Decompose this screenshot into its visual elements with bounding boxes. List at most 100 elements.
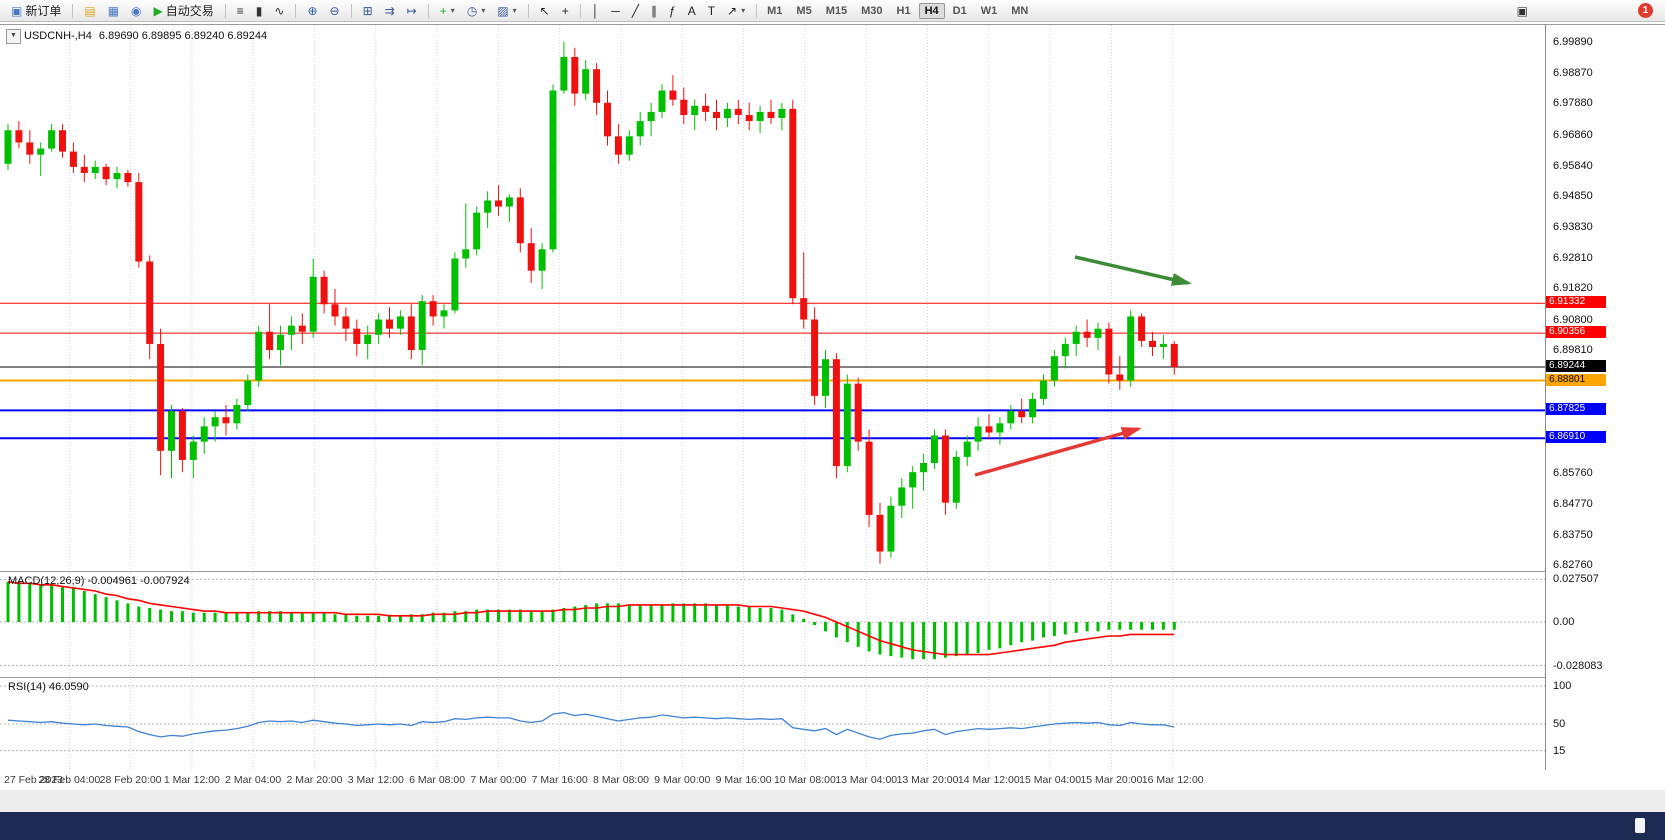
main-gridlines <box>68 25 1174 570</box>
rsi-scale-label: 50 <box>1553 718 1566 730</box>
timeframe-mn-button[interactable]: MN <box>1011 4 1029 17</box>
taskbar-tray-icon[interactable] <box>1635 818 1645 833</box>
timeframe-m5-button[interactable]: M5 <box>796 4 812 17</box>
rsi-scale-label: 15 <box>1553 744 1566 757</box>
toolbar-separator <box>579 3 581 18</box>
chevron-down-icon: ▾ <box>481 6 486 15</box>
chart-list-dropdown[interactable]: ▼ <box>6 29 21 44</box>
fibonacci-button[interactable]: ƒ <box>664 3 681 19</box>
macd-label: MACD(12,26,9) -0.004961 -0.007924 <box>8 575 190 587</box>
macd-scale-label: 0.00 <box>1553 616 1575 628</box>
timeframe-w1-button[interactable]: W1 <box>980 4 998 17</box>
price-axis-label: 6.92810 <box>1553 252 1593 265</box>
chart-window-button[interactable]: ▦ <box>103 3 124 19</box>
green-trend-arrow[interactable] <box>1074 255 1192 286</box>
timeframe-h4-button[interactable]: H4 <box>918 2 945 19</box>
channel-icon: ∥ <box>651 3 657 18</box>
timeframe-h1-button[interactable]: H1 <box>896 4 911 17</box>
market-watch-button[interactable]: ▤ <box>79 3 100 19</box>
toolbar-separator <box>427 3 429 18</box>
price-axis-label: 6.83750 <box>1553 528 1593 541</box>
timeframe-d1-button[interactable]: D1 <box>952 4 967 17</box>
line-chart-mode-button[interactable]: ∿ <box>269 3 289 19</box>
zoom-out-button[interactable]: ⊖ <box>325 3 345 19</box>
macd-panel[interactable] <box>0 573 1545 676</box>
price-axis-label: 6.97880 <box>1553 97 1593 110</box>
autotrading-button[interactable]: ▶ 自动交易 <box>149 0 219 21</box>
time-axis-label: 13 Mar 20:00 <box>896 774 959 786</box>
vertical-line-button[interactable]: │ <box>587 3 605 19</box>
templates-button[interactable]: ▨ ▾ <box>492 3 521 19</box>
new-order-button[interactable]: ▣ 新订单 <box>6 0 66 21</box>
zoom-in-icon: ⊕ <box>307 3 318 18</box>
panel-separator[interactable] <box>0 677 1665 678</box>
red-trend-arrow[interactable] <box>974 427 1142 477</box>
zoom-in-button[interactable]: ⊕ <box>302 3 322 19</box>
time-axis-label: 15 Mar 04:00 <box>1019 774 1082 786</box>
crosshair-icon: + <box>561 3 569 18</box>
toolbar-buttons: ▣ 新订单 ▤ ▦ ◉ ▶ 自动交易 ≡ ▮ ∿ ⊕ ⊖ ⊞ ⇉ ↦ + ▾ ◷ ▾ ▨ ▾ ↖ + │ ─ ╱ ∥ ƒ A T ↗ ▾ <box>6 0 761 21</box>
autotrading-label: 自动交易 <box>165 4 214 18</box>
time-axis-label: 14 Mar 12:00 <box>957 774 1020 786</box>
text-label-button[interactable]: T <box>703 3 720 19</box>
chevron-down-icon: ▾ <box>450 6 455 15</box>
price-level-box: 6.89244 <box>1546 360 1606 373</box>
time-axis-label: 28 Feb 20:00 <box>99 774 162 786</box>
time-axis-label: 8 Mar 08:00 <box>592 774 650 786</box>
price-axis-label: 6.93830 <box>1553 221 1593 233</box>
price-level-box: 6.86910 <box>1546 431 1606 444</box>
tile-windows-button[interactable]: ⊞ <box>358 3 378 19</box>
level-lines[interactable] <box>0 302 1545 440</box>
text-button[interactable]: A <box>683 3 701 19</box>
horizontal-line-icon: ─ <box>611 3 620 18</box>
rsi-scale-label: 100 <box>1553 680 1572 692</box>
chart-title: USDCNH-,H4 6.89690 6.89895 6.89240 6.892… <box>24 30 271 42</box>
rsi-level-lines <box>0 685 1545 752</box>
bar-chart-mode-icon: ≡ <box>236 3 244 18</box>
horizontal-line-button[interactable]: ─ <box>606 3 625 19</box>
chevron-down-icon: ▾ <box>741 6 746 15</box>
candlestick-mode-button[interactable]: ▮ <box>251 3 268 19</box>
time-axis[interactable]: 27 Feb 2023 28 Feb 04:00 28 Feb 20:00 1 Mar… <box>0 770 1665 790</box>
time-axis-label: 1 Mar 12:00 <box>163 774 220 786</box>
periods-button[interactable]: ◷ ▾ <box>462 3 491 19</box>
price-axis-label: 6.91820 <box>1553 282 1593 295</box>
timeframe-m1-button[interactable]: M1 <box>767 4 783 17</box>
refresh-button[interactable]: ◉ <box>126 3 146 19</box>
price-axis-label: 6.99890 <box>1553 36 1593 48</box>
price-axis-label: 6.98870 <box>1553 67 1593 80</box>
bar-chart-mode-button[interactable]: ≡ <box>232 3 249 19</box>
price-axis-label: 6.84770 <box>1553 497 1593 510</box>
chart-shift-button[interactable]: ↦ <box>402 3 422 19</box>
tile-windows-icon: ⊞ <box>362 3 373 18</box>
auto-scroll-button[interactable]: ⇉ <box>380 3 400 19</box>
notification-badge[interactable]: 1 <box>1638 3 1653 18</box>
crosshair-button[interactable]: + <box>557 3 574 19</box>
trendline-icon: ╱ <box>631 3 639 18</box>
price-axis-label: 6.96860 <box>1553 128 1593 141</box>
price-axis[interactable]: 6.99890 6.98870 6.97880 6.96860 6.95840 6.948… <box>1545 25 1665 770</box>
channel-button[interactable]: ∥ <box>646 3 662 19</box>
taskbar[interactable] <box>0 812 1665 840</box>
shapes-icon: ↗ <box>727 3 738 18</box>
main-chart[interactable] <box>0 25 1545 570</box>
autotrading-icon: ▶ <box>153 3 163 18</box>
chart-window-icon: ▦ <box>107 3 120 18</box>
indicators-button[interactable]: + ▾ <box>435 3 460 19</box>
toolbar-separator <box>527 3 529 18</box>
timeframe-m15-button[interactable]: M15 <box>825 4 848 17</box>
tray-icon[interactable]: ▣ <box>1516 3 1528 18</box>
shapes-button[interactable]: ↗ ▾ <box>722 3 750 19</box>
trendline-button[interactable]: ╱ <box>627 3 644 19</box>
time-axis-label: 10 Mar 08:00 <box>773 774 836 786</box>
price-axis-label: 6.82760 <box>1553 558 1593 571</box>
timeframe-m30-button[interactable]: M30 <box>861 4 883 17</box>
chart-shift-icon: ↦ <box>406 3 417 18</box>
time-axis-label: 2 Mar 20:00 <box>286 774 343 786</box>
price-axis-label: 6.94850 <box>1553 189 1593 202</box>
rsi-line <box>7 711 1175 740</box>
line-chart-mode-icon: ∿ <box>274 3 285 18</box>
cursor-button[interactable]: ↖ <box>535 3 555 19</box>
panel-separator[interactable] <box>0 571 1665 572</box>
rsi-panel[interactable] <box>0 679 1545 770</box>
